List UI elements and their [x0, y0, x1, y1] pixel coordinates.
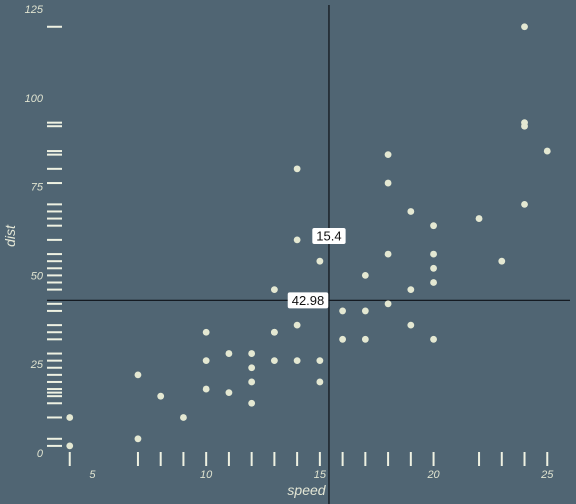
data-point: [407, 286, 414, 293]
data-point: [248, 364, 255, 371]
data-point: [135, 435, 142, 442]
data-point: [294, 357, 301, 364]
x-tick-label: 10: [200, 469, 213, 481]
data-point: [407, 322, 414, 329]
y-tick-label: 25: [30, 359, 44, 371]
data-point: [362, 272, 369, 279]
data-point: [248, 400, 255, 407]
horizontal-ref-label: 42.98: [288, 292, 329, 308]
data-point: [430, 336, 437, 343]
data-point: [385, 151, 392, 158]
data-point: [294, 165, 301, 172]
x-tick-label: 5: [89, 469, 96, 481]
data-point: [339, 308, 346, 315]
data-point: [135, 371, 142, 378]
data-point: [226, 389, 233, 396]
data-point: [157, 393, 164, 400]
data-point: [248, 350, 255, 357]
data-point: [385, 180, 392, 187]
data-point: [362, 336, 369, 343]
x-tick-label: 20: [426, 469, 440, 481]
data-point: [430, 251, 437, 258]
data-point: [521, 119, 528, 126]
data-point: [430, 222, 437, 229]
x-tick-label: 15: [314, 469, 327, 481]
data-point: [294, 236, 301, 243]
data-point: [316, 357, 323, 364]
data-point: [180, 414, 187, 421]
data-point: [339, 336, 346, 343]
y-tick-label: 125: [25, 4, 44, 16]
y-tick-label: 75: [31, 182, 44, 194]
data-point: [271, 329, 278, 336]
data-point: [385, 251, 392, 258]
data-point: [407, 208, 414, 215]
data-point: [271, 286, 278, 293]
data-point: [203, 386, 210, 393]
y-tick-label: 100: [25, 93, 44, 105]
y-tick-label: 50: [31, 270, 44, 282]
data-point: [316, 379, 323, 386]
x-tick-label: 25: [540, 469, 554, 481]
data-point: [226, 350, 233, 357]
data-point: [66, 414, 73, 421]
vertical-ref-label: 15.4: [312, 228, 345, 244]
data-point: [203, 357, 210, 364]
data-point: [498, 258, 505, 265]
data-point: [248, 379, 255, 386]
vertical-ref-value: 15.4: [316, 229, 341, 244]
horizontal-ref-value: 42.98: [292, 293, 325, 308]
data-point: [521, 201, 528, 208]
data-point: [316, 258, 323, 265]
data-point: [362, 308, 369, 315]
data-point: [294, 322, 301, 329]
x-axis-title: speed: [287, 482, 326, 498]
data-point: [476, 215, 483, 222]
data-point: [430, 279, 437, 286]
data-point: [66, 442, 73, 449]
data-point: [385, 300, 392, 307]
data-point: [521, 23, 528, 30]
data-point: [203, 329, 210, 336]
y-axis-title: dist: [2, 224, 18, 247]
data-point: [430, 265, 437, 272]
y-tick-label: 0: [37, 448, 44, 460]
data-point: [544, 148, 551, 155]
data-point: [271, 357, 278, 364]
